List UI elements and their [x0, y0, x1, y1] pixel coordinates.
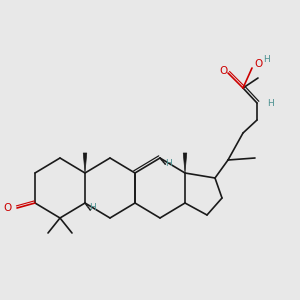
Text: H: H	[267, 98, 273, 107]
Polygon shape	[183, 153, 187, 173]
Text: O: O	[254, 59, 262, 69]
Polygon shape	[83, 153, 87, 173]
Text: H: H	[262, 56, 269, 64]
Text: O: O	[4, 203, 12, 213]
Text: H: H	[165, 158, 171, 167]
Text: H: H	[90, 203, 96, 212]
Text: O: O	[220, 66, 228, 76]
